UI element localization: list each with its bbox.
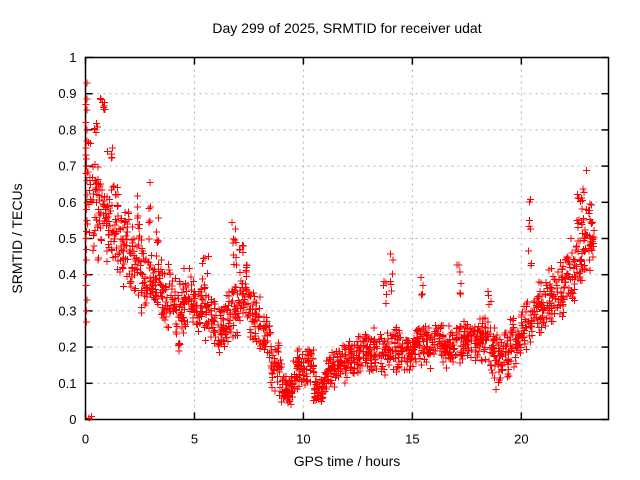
y-tick-label: 0.6 <box>58 195 76 210</box>
y-tick-label: 0.4 <box>58 267 76 282</box>
y-tick-label: 0.8 <box>58 122 76 137</box>
y-tick-label: 0.3 <box>58 303 76 318</box>
x-tick-label: 20 <box>514 432 528 447</box>
y-tick-label: 0.1 <box>58 376 76 391</box>
x-tick-label: 5 <box>191 432 198 447</box>
y-axis-label: SRMTID / TECUs <box>9 183 25 293</box>
y-tick-label: 0.5 <box>58 231 76 246</box>
x-tick-label: 0 <box>82 432 89 447</box>
data-points <box>82 79 598 422</box>
x-axis-label: GPS time / hours <box>294 453 401 469</box>
x-tick-label: 10 <box>296 432 310 447</box>
y-tick-label: 0.7 <box>58 159 76 174</box>
y-tick-label: 0 <box>69 412 76 427</box>
chart-title: Day 299 of 2025, SRMTID for receiver uda… <box>212 20 481 36</box>
y-tick-label: 1 <box>69 50 76 65</box>
tick-labels: 0 5 10 15 20 0 0.1 0.2 0.3 0.4 0.5 0.6 0.7 0.8 0.9 1 <box>58 50 528 447</box>
x-tick-label: 15 <box>405 432 419 447</box>
y-tick-label: 0.2 <box>58 340 76 355</box>
y-tick-label: 0.9 <box>58 86 76 101</box>
